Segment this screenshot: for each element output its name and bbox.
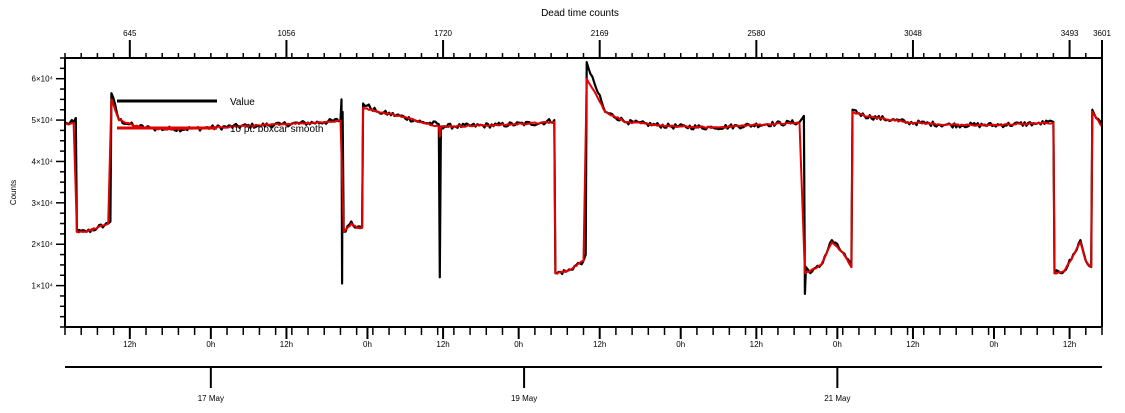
- date-tick-label: 19 May: [511, 394, 537, 403]
- legend-label-value: Value: [230, 97, 255, 108]
- hour-tick-label: 0h: [833, 340, 842, 349]
- series-smooth-line: [64, 77, 1103, 275]
- top-tick-label: 1056: [278, 29, 296, 38]
- hour-tick-label: 12h: [436, 340, 449, 349]
- hour-tick-label: 12h: [123, 340, 136, 349]
- date-tick-label: 21 May: [824, 394, 850, 403]
- hour-tick-label: 0h: [676, 340, 685, 349]
- top-tick-label: 1720: [434, 29, 452, 38]
- date-tick-label: 17 May: [198, 394, 224, 403]
- y-tick-label: 3×10⁴: [32, 199, 54, 208]
- hour-tick-label: 0h: [990, 340, 999, 349]
- y-axis-label: Counts: [9, 180, 18, 205]
- top-tick-label: 2580: [747, 29, 765, 38]
- hour-tick-label: 0h: [514, 340, 523, 349]
- y-tick-label: 6×10⁴: [32, 75, 54, 84]
- y-tick-label: 2×10⁴: [32, 240, 54, 249]
- top-tick-label: 3493: [1061, 29, 1079, 38]
- top-tick-label: 3601: [1093, 29, 1111, 38]
- top-tick-label: 645: [123, 29, 137, 38]
- y-tick-label: 1×10⁴: [32, 282, 54, 291]
- hour-tick-label: 12h: [280, 340, 293, 349]
- legend: Value 10 pt. boxcar smooth: [117, 97, 323, 135]
- hour-tick-label: 12h: [1063, 340, 1076, 349]
- y-tick-label: 5×10⁴: [32, 116, 54, 125]
- hour-tick-label: 0h: [206, 340, 215, 349]
- top-tick-label: 3048: [904, 29, 922, 38]
- top-tick-label: 2169: [591, 29, 609, 38]
- hour-tick-label: 12h: [906, 340, 919, 349]
- chart-title: Dead time counts: [541, 8, 619, 19]
- axes-layer: 1×10⁴ 2×10⁴ 3×10⁴ 4×10⁴ 5×10⁴ 6×10⁴ 645 1056 172…: [32, 29, 1112, 403]
- series-layer: [64, 61, 1104, 295]
- hour-tick-label: 12h: [593, 340, 606, 349]
- legend-label-smooth: 10 pt. boxcar smooth: [230, 124, 323, 135]
- y-tick-label: 4×10⁴: [32, 157, 54, 166]
- hour-tick-label: 0h: [363, 340, 372, 349]
- hour-tick-label: 12h: [750, 340, 763, 349]
